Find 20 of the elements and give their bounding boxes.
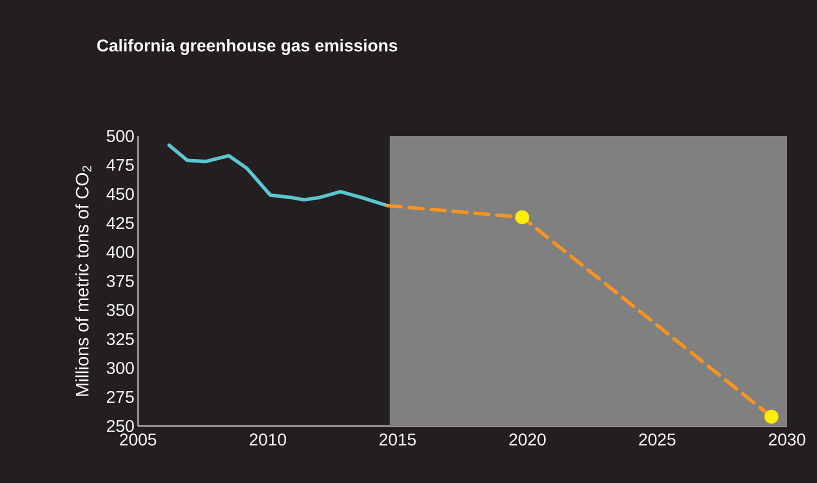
x-tick-label: 2025	[639, 434, 676, 446]
y-tick-label: 350	[106, 304, 134, 316]
y-tick-label: 475	[106, 159, 134, 171]
y-tick-label: 250	[106, 420, 134, 432]
y-tick-label: 450	[106, 188, 134, 200]
y-tick-label: 275	[106, 390, 134, 404]
x-tick-label: 2020	[509, 434, 546, 446]
y-tick-label: 425	[106, 216, 134, 230]
y-tick-label: 300	[106, 362, 134, 374]
y-axis-title: Millions of metric tons of CO$_{2}$	[75, 166, 92, 396]
x-tick-label: 2010	[250, 434, 286, 446]
y-tick-label: 400	[106, 246, 134, 258]
chart-title: California greenhouse gas emissions	[97, 39, 398, 55]
y-tick-label: 325	[106, 332, 134, 346]
x-tick-label: 2005	[120, 434, 156, 446]
x-tick-label: 2015	[380, 434, 416, 446]
y-tick-label: 500	[106, 130, 134, 142]
y-tick-label: 375	[106, 274, 134, 288]
line-series	[167, 144, 389, 208]
x-tick-label: 2030	[768, 434, 806, 446]
